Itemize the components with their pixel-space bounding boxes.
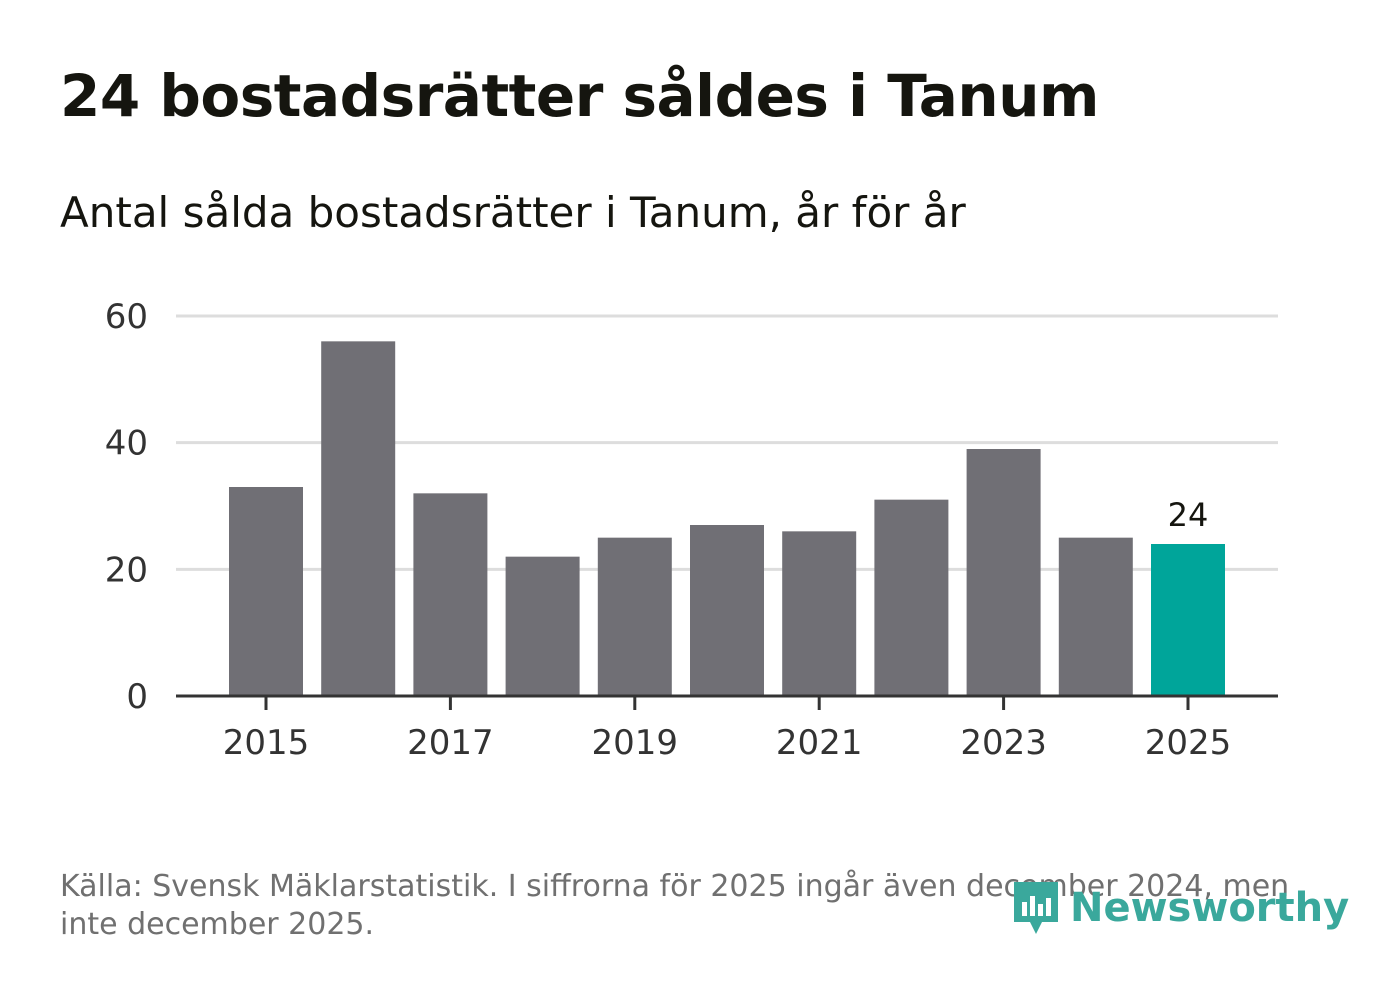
- bar-2020: [690, 525, 764, 696]
- bar-2023: [966, 449, 1041, 696]
- bar-2022: [874, 499, 949, 696]
- y-tick-label: 60: [105, 297, 148, 337]
- x-tick-label: 2021: [776, 723, 863, 763]
- x-tick-label: 2025: [1145, 723, 1232, 763]
- bar-2017: [413, 493, 488, 696]
- chart-title: 24 bostadsrätter såldes i Tanum: [60, 62, 1099, 130]
- bar-2025: [1151, 544, 1225, 696]
- x-tick-label: 2019: [592, 723, 679, 763]
- data-label: 24: [1168, 496, 1209, 534]
- source-footnote: Källa: Svensk Mäklarstatistik. I siffror…: [60, 869, 1290, 942]
- chart-subtitle: Antal sålda bostadsrätter i Tanum, år fö…: [60, 188, 966, 237]
- bar-2016: [321, 341, 396, 696]
- logo-text: Newsworthy: [1070, 885, 1350, 931]
- bar-2021: [782, 531, 857, 696]
- y-tick-label: 0: [126, 677, 148, 717]
- bar-2019: [597, 537, 672, 696]
- newsworthy-logo-icon: [1014, 882, 1058, 934]
- x-tick-label: 2023: [960, 723, 1047, 763]
- x-tick-label: 2017: [407, 723, 494, 763]
- x-tick-label: 2015: [223, 723, 310, 763]
- y-tick-label: 40: [105, 424, 148, 464]
- y-tick-label: 20: [105, 550, 148, 590]
- newsworthy-logo[interactable]: Newsworthy: [1010, 878, 1349, 938]
- bar-2018: [505, 556, 580, 696]
- bar-2015: [229, 487, 303, 696]
- bar-2024: [1058, 537, 1133, 696]
